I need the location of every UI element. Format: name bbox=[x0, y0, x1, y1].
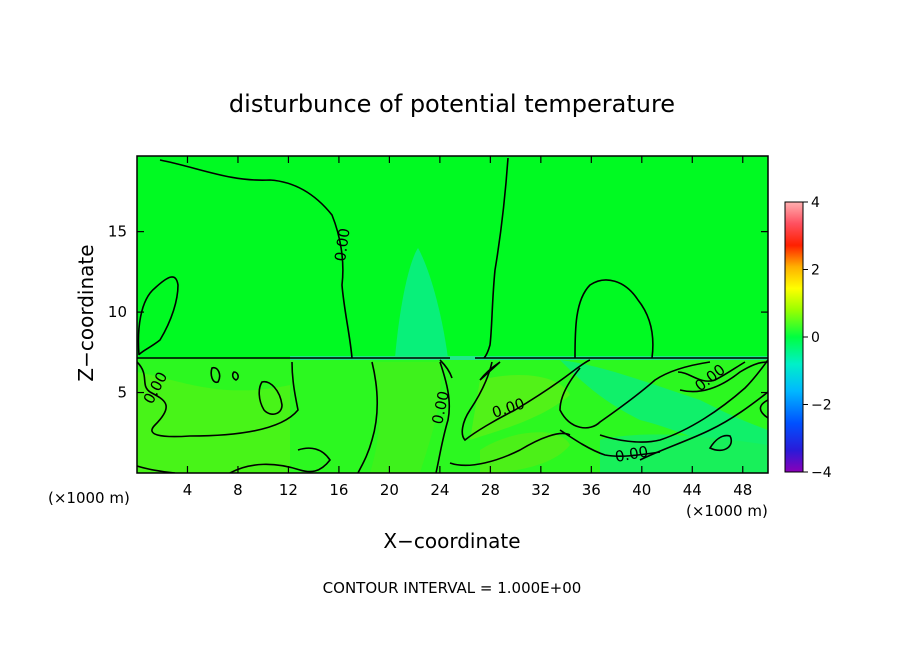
x-tick-label: 28 bbox=[481, 481, 500, 499]
contour-line bbox=[449, 432, 571, 467]
x-tick-label: 40 bbox=[632, 481, 651, 499]
cool-band bbox=[600, 434, 768, 473]
contour-line bbox=[137, 276, 179, 356]
contour-line bbox=[483, 157, 509, 359]
plot-area: 0.00 0.00 0.00 0.00 0.00 0.00 bbox=[137, 156, 768, 473]
x-tick-label: 24 bbox=[430, 481, 449, 499]
contour-line bbox=[479, 361, 501, 381]
contour-line bbox=[759, 399, 768, 419]
x-tick-label: 44 bbox=[683, 481, 702, 499]
colorbar-axis: 4 2 0 −2 −4 bbox=[803, 195, 832, 481]
x-tick-label: 20 bbox=[380, 481, 399, 499]
x-tick-label: 16 bbox=[329, 481, 348, 499]
y-tick-label: 15 bbox=[108, 223, 127, 241]
contour-line bbox=[258, 381, 283, 415]
x-tick-label: 32 bbox=[531, 481, 550, 499]
contour-line bbox=[574, 279, 654, 359]
contour-label: 0.00 bbox=[614, 442, 650, 466]
y-tick-label: 5 bbox=[117, 384, 127, 402]
x-tick-label: 48 bbox=[733, 481, 752, 499]
contour-line bbox=[357, 361, 379, 473]
x-tick-label: 8 bbox=[233, 481, 243, 499]
contour-line bbox=[231, 371, 239, 381]
plot-frame bbox=[136, 155, 769, 474]
contour-label: 0.00 bbox=[331, 227, 353, 263]
contour-line bbox=[639, 391, 768, 461]
cool-band bbox=[560, 360, 768, 460]
contour-line bbox=[229, 447, 331, 473]
colorbar-tick-label: 4 bbox=[811, 195, 820, 211]
x-tick-label: 4 bbox=[183, 481, 193, 499]
contour-line bbox=[679, 361, 768, 393]
contour-line bbox=[210, 366, 221, 384]
warm-patch bbox=[370, 362, 441, 473]
chart-title: disturbunce of potential temperature bbox=[229, 90, 675, 118]
colorbar-tick-label: 0 bbox=[811, 330, 820, 346]
x-unit-left: (×1000 m) bbox=[48, 489, 130, 507]
contour-line bbox=[559, 429, 661, 458]
contour-line bbox=[159, 159, 353, 359]
warm-patch bbox=[137, 372, 290, 473]
contour-line bbox=[559, 361, 711, 429]
x-axis: 4 8 12 16 20 24 28 32 36 40 44 48 bbox=[183, 156, 752, 499]
y-axis-title: Z−coordinate bbox=[74, 244, 98, 381]
x-tick-label: 36 bbox=[582, 481, 601, 499]
colorbar-tick-label: 2 bbox=[811, 263, 820, 279]
contour-line bbox=[599, 359, 768, 443]
contour-lines bbox=[137, 157, 768, 473]
contour-line bbox=[708, 434, 732, 452]
contour-line bbox=[461, 359, 591, 442]
contour-line bbox=[435, 361, 451, 473]
x-axis-title: X−coordinate bbox=[383, 529, 520, 553]
contour-line bbox=[439, 359, 453, 379]
contour-line bbox=[137, 361, 299, 438]
colorbar bbox=[784, 201, 804, 473]
contour-interval: CONTOUR INTERVAL = 1.000E+00 bbox=[323, 579, 582, 597]
cool-plume bbox=[395, 248, 448, 358]
warm-patch bbox=[480, 432, 570, 473]
colorbar-tick-label: −2 bbox=[811, 398, 832, 414]
x-tick-label: 12 bbox=[279, 481, 298, 499]
x-unit-right: (×1000 m) bbox=[686, 502, 768, 520]
contour-line bbox=[677, 361, 746, 382]
colorbar-tick-label: −4 bbox=[811, 465, 832, 481]
y-tick-label: 10 bbox=[108, 303, 127, 321]
y-axis: 5 10 15 bbox=[108, 223, 768, 402]
